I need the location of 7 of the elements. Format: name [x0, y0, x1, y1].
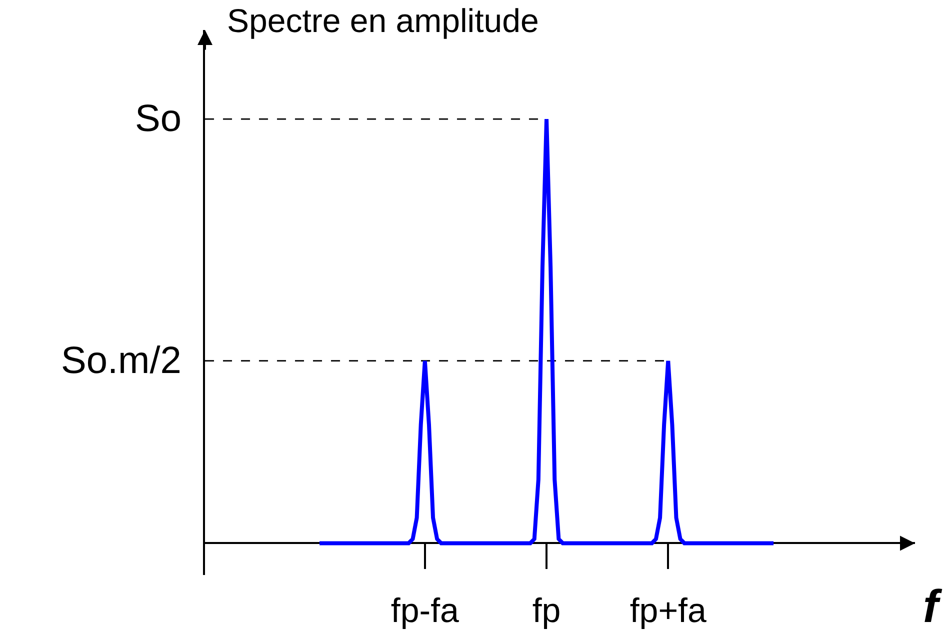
ref-line-label: So: [135, 98, 182, 140]
x-axis-title: f: [923, 580, 943, 632]
x-tick-label: fp: [532, 592, 561, 630]
y-axis-title: Spectre en amplitude: [227, 2, 539, 39]
x-tick-label: fp+fa: [630, 592, 706, 630]
ref-line-label: So.m/2: [61, 340, 182, 382]
x-tick-label: fp-fa: [390, 592, 460, 630]
